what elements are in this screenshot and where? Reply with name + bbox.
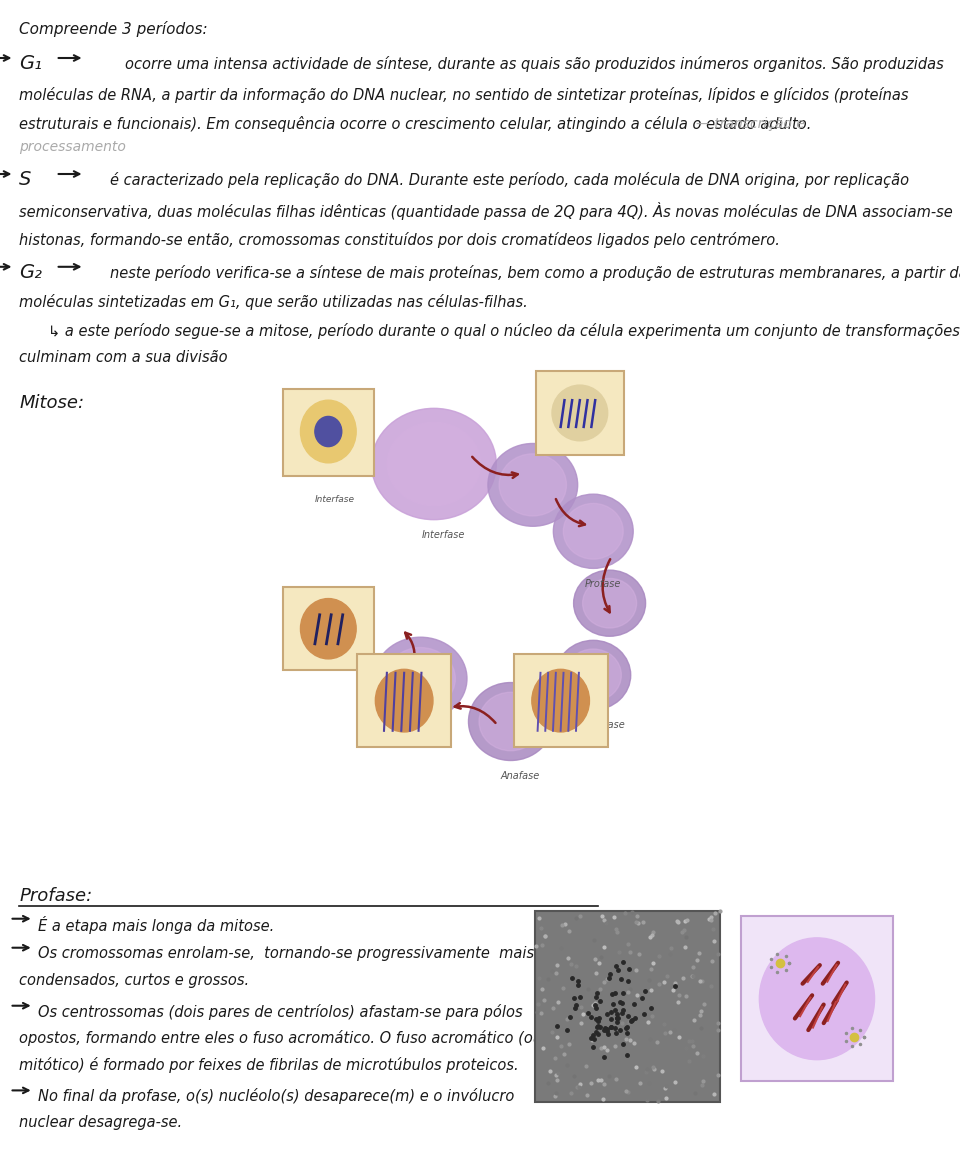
Text: Metafase: Metafase (581, 720, 625, 731)
FancyBboxPatch shape (514, 654, 608, 747)
Text: Mitose:: Mitose: (19, 393, 84, 412)
Text: moléculas sintetizadas em G₁, que serão utilizadas nas células-filhas.: moléculas sintetizadas em G₁, que serão … (19, 293, 528, 310)
Ellipse shape (532, 669, 589, 732)
Ellipse shape (300, 400, 356, 463)
Ellipse shape (564, 503, 623, 559)
Ellipse shape (386, 647, 455, 710)
Text: S: S (19, 171, 32, 189)
Ellipse shape (387, 422, 481, 506)
Ellipse shape (574, 571, 645, 636)
Ellipse shape (583, 579, 636, 628)
Ellipse shape (759, 937, 875, 1060)
Text: Profase:: Profase: (19, 886, 92, 905)
Text: estruturais e funcionais). Em consequência ocorre o crescimento celular, atingin: estruturais e funcionais). Em consequênc… (19, 116, 811, 132)
FancyBboxPatch shape (283, 587, 374, 670)
Text: processamento: processamento (19, 140, 126, 154)
Text: condensados, curtos e grossos.: condensados, curtos e grossos. (19, 973, 250, 987)
Text: é caracterizado pela replicação do DNA. Durante este período, cada molécula de D: é caracterizado pela replicação do DNA. … (110, 172, 909, 188)
Text: culminam com a sua divisão: culminam com a sua divisão (19, 350, 228, 364)
Ellipse shape (556, 640, 631, 710)
Text: Interfase: Interfase (315, 495, 355, 505)
FancyBboxPatch shape (741, 916, 893, 1081)
Ellipse shape (499, 454, 566, 516)
Ellipse shape (315, 416, 342, 447)
Text: — transcrição e: — transcrição e (696, 117, 804, 131)
Text: Os cromossomas enrolam-se,  tornando-se progressivamente  mais: Os cromossomas enrolam-se, tornando-se p… (38, 947, 535, 960)
Text: Compreende 3 períodos:: Compreende 3 períodos: (19, 21, 207, 37)
Text: No final da profase, o(s) nucléolo(s) desaparece(m) e o invólucro: No final da profase, o(s) nucléolo(s) de… (38, 1088, 515, 1104)
Text: Os centrossomas (dois pares de centríolos) afastam-se para pólos: Os centrossomas (dois pares de centríolo… (38, 1003, 523, 1020)
Ellipse shape (552, 385, 608, 441)
Text: Anafase: Anafase (501, 771, 540, 781)
Text: Interfase: Interfase (421, 530, 466, 541)
Ellipse shape (468, 682, 553, 761)
Text: moléculas de RNA, a partir da informação do DNA nuclear, no sentido de sintetiza: moléculas de RNA, a partir da informação… (19, 87, 909, 103)
Text: É a etapa mais longa da mitose.: É a etapa mais longa da mitose. (38, 915, 275, 934)
FancyBboxPatch shape (535, 911, 720, 1102)
Text: histonas, formando-se então, cromossomas constituídos por dois cromatídeos ligad: histonas, formando-se então, cromossomas… (19, 232, 780, 248)
Ellipse shape (565, 650, 621, 701)
Ellipse shape (488, 443, 578, 527)
Text: mitótico) é formado por feixes de fibrilas de microtúbulos proteicos.: mitótico) é formado por feixes de fibril… (19, 1057, 518, 1073)
FancyBboxPatch shape (536, 371, 624, 455)
Ellipse shape (374, 637, 467, 720)
Text: ocorre uma intensa actividade de síntese, durante as quais são produzidos inúmer: ocorre uma intensa actividade de síntese… (125, 56, 944, 72)
Text: Profase: Profase (585, 579, 621, 589)
Text: G₂: G₂ (19, 263, 42, 282)
Text: G₁: G₁ (19, 55, 42, 73)
Text: opostos, formando entre eles o fuso acromático. O fuso acromático (ou fuso: opostos, formando entre eles o fuso acro… (19, 1030, 578, 1046)
Text: semiconservativa, duas moléculas filhas idênticas (quantidade passa de 2Q para 4: semiconservativa, duas moléculas filhas … (19, 202, 953, 220)
Ellipse shape (300, 599, 356, 659)
Ellipse shape (375, 669, 433, 732)
FancyBboxPatch shape (357, 654, 451, 747)
Ellipse shape (479, 693, 542, 751)
Ellipse shape (372, 408, 496, 520)
Ellipse shape (553, 494, 634, 568)
Text: Telofase: Telofase (410, 731, 450, 740)
Text: ↳ a este período segue-se a mitose, período durante o qual o núcleo da célula ex: ↳ a este período segue-se a mitose, perí… (48, 322, 960, 339)
FancyBboxPatch shape (283, 389, 374, 476)
Text: nuclear desagrega-se.: nuclear desagrega-se. (19, 1116, 182, 1130)
Text: neste período verifica-se a síntese de mais proteínas, bem como a produção de es: neste período verifica-se a síntese de m… (110, 264, 960, 281)
